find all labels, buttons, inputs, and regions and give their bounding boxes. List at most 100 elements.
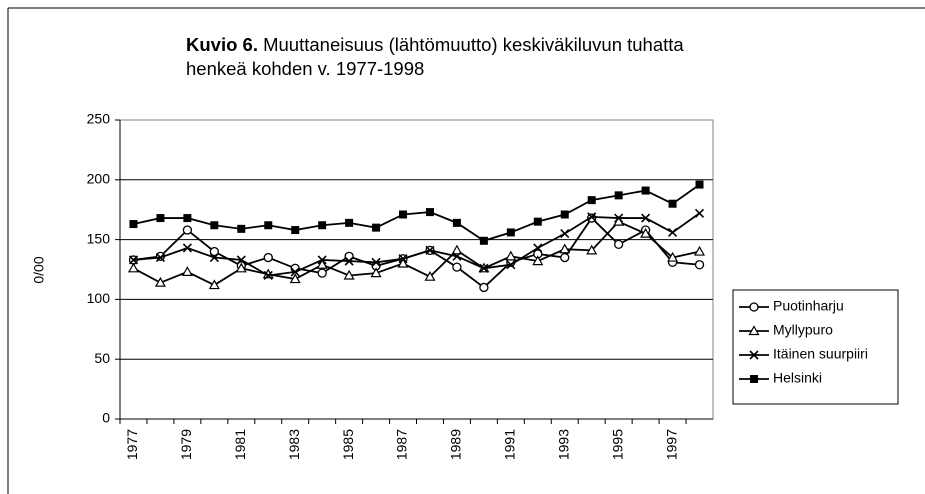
marker: [533, 243, 543, 253]
marker: [560, 252, 570, 263]
x-tick-label: 1981: [232, 429, 248, 460]
marker: [318, 221, 327, 230]
marker: [614, 213, 624, 223]
marker: [290, 267, 300, 277]
marker: [398, 254, 408, 264]
marker: [452, 218, 461, 227]
marker: [479, 236, 488, 245]
marker: [128, 255, 139, 265]
legend-label: Myllypuro: [773, 322, 833, 338]
marker: [344, 256, 354, 266]
marker: [372, 223, 381, 232]
series-line: [133, 183, 701, 242]
marker: [505, 250, 517, 261]
marker: [748, 325, 760, 336]
x-tick-label: 1997: [663, 429, 679, 460]
marker: [317, 268, 327, 278]
marker: [667, 251, 679, 262]
y-tick-label: 200: [87, 171, 111, 187]
marker: [452, 251, 462, 261]
marker: [479, 263, 489, 273]
marker: [479, 282, 489, 293]
y-tick-label: 250: [87, 111, 111, 127]
marker: [668, 227, 678, 237]
marker: [559, 243, 571, 254]
marker: [370, 267, 382, 278]
x-tick-label: 1991: [502, 429, 518, 460]
legend-box: [732, 289, 899, 405]
x-tick-label: 1977: [124, 429, 140, 460]
marker: [345, 218, 354, 227]
marker: [749, 350, 759, 360]
marker: [129, 220, 138, 229]
marker: [317, 255, 327, 265]
marker: [587, 196, 596, 205]
y-tick-label: 0: [102, 410, 110, 426]
marker: [668, 199, 677, 208]
marker: [560, 229, 570, 239]
marker: [749, 302, 759, 312]
marker: [316, 258, 328, 269]
legend-label: Itäinen suurpiiri: [773, 346, 868, 362]
marker: [425, 245, 435, 255]
marker: [235, 262, 247, 273]
x-tick-label: 1995: [609, 429, 625, 460]
marker: [532, 255, 544, 266]
marker: [452, 262, 462, 272]
y-tick-label: 100: [87, 290, 111, 306]
marker: [343, 269, 355, 280]
y-tick-label: 150: [87, 230, 111, 246]
marker: [182, 225, 193, 235]
x-tick-label: 1983: [286, 429, 302, 460]
x-tick-label: 1987: [394, 429, 410, 460]
marker: [182, 243, 192, 253]
marker: [693, 245, 706, 256]
marker: [208, 279, 220, 290]
x-tick-label: 1993: [555, 429, 571, 460]
marker: [560, 210, 569, 219]
marker: [424, 270, 436, 281]
marker: [209, 252, 219, 263]
figure-label: Kuvio 6.: [186, 34, 258, 55]
marker: [236, 255, 246, 265]
marker: [263, 270, 273, 281]
marker: [614, 239, 624, 250]
title-text: Muuttaneisuus (lähtömuutto) keskiväkiluv…: [186, 34, 684, 79]
marker: [154, 276, 166, 287]
marker: [263, 252, 273, 263]
marker: [694, 208, 705, 218]
series-line: [133, 220, 700, 287]
legend-label: Puotinharju: [773, 298, 844, 314]
marker: [371, 257, 381, 267]
marker: [425, 208, 434, 217]
marker: [750, 375, 758, 383]
marker: [264, 221, 273, 230]
marker: [210, 221, 219, 230]
marker: [506, 260, 516, 270]
marker: [127, 262, 140, 273]
marker: [451, 244, 463, 255]
marker: [506, 228, 515, 237]
marker: [181, 266, 193, 276]
legend-label: Helsinki: [773, 370, 822, 386]
marker: [291, 226, 300, 235]
y-axis-label: 0/00: [31, 256, 47, 283]
marker: [587, 212, 597, 222]
x-tick-label: 1989: [448, 429, 464, 460]
marker: [209, 246, 219, 257]
marker: [640, 227, 652, 238]
marker: [397, 257, 409, 268]
marker: [289, 273, 301, 284]
marker: [237, 224, 246, 233]
marker: [694, 260, 705, 270]
marker: [183, 214, 192, 223]
x-tick-label: 1985: [340, 429, 356, 460]
marker: [399, 210, 408, 219]
x-tick-label: 1979: [178, 429, 194, 460]
marker: [533, 217, 542, 226]
y-tick-label: 50: [94, 350, 110, 366]
marker: [155, 252, 165, 263]
marker: [614, 191, 623, 200]
